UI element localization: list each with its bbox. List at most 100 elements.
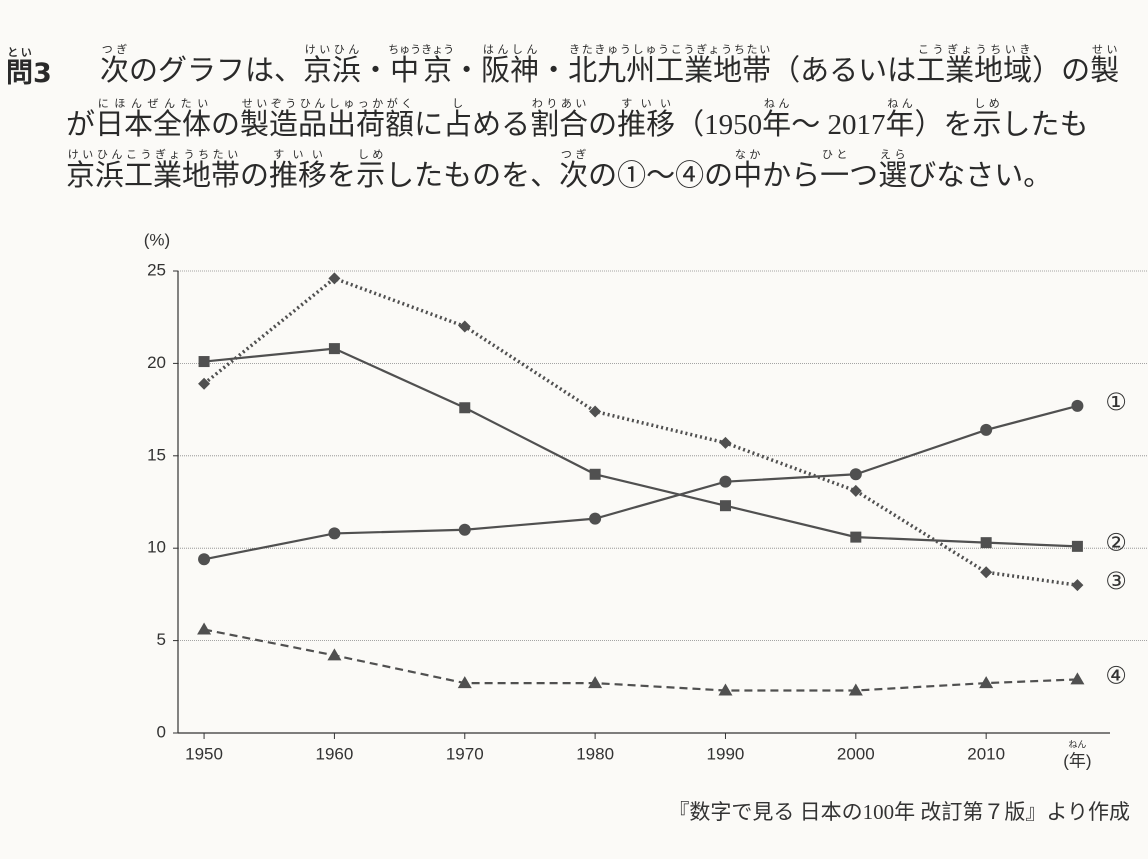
series-line xyxy=(202,276,1078,587)
x-tick-label: 2010 xyxy=(967,744,1005,763)
ruby-segment: 推移すいい xyxy=(269,149,327,192)
furigana: ちゅうきょう xyxy=(388,44,455,56)
text-segment: の①～④の xyxy=(588,160,734,192)
x-tick-label: 2000 xyxy=(837,744,875,763)
ruby-segment: 工業地域こうぎょうちいき xyxy=(916,44,1032,87)
x-tick-label: 1970 xyxy=(446,744,484,763)
ruby-segment: 製せい xyxy=(1090,44,1119,87)
ruby-segment: 選えら xyxy=(878,149,908,192)
point xyxy=(719,475,732,488)
furigana: けいひんこうぎょうちたい xyxy=(66,149,240,161)
point xyxy=(849,468,862,481)
x-unit-furigana: ねん xyxy=(1068,739,1086,749)
question-number: 問とい3 xyxy=(6,46,52,90)
point xyxy=(198,356,210,368)
ruby-base: 中 xyxy=(733,160,763,192)
ruby-segment: 阪神はんしん xyxy=(481,44,539,87)
furigana: けいひん xyxy=(303,44,362,56)
x-tick-label: 1980 xyxy=(576,744,614,763)
text-segment: （あるいは xyxy=(771,55,917,87)
point xyxy=(198,553,211,566)
ruby-segment: 中なか xyxy=(733,149,763,192)
x-tick-label: 1990 xyxy=(707,744,745,763)
text-segment: したものを、 xyxy=(385,160,560,192)
y-unit: (%) xyxy=(144,230,170,249)
series-line xyxy=(203,628,1078,692)
question-line: 京浜工業地帯けいひんこうぎょうちたいの推移すいいを示しめしたものを、次つぎの①～… xyxy=(66,149,1052,191)
furigana: ひと xyxy=(820,149,850,161)
furigana: こうぎょうちいき xyxy=(916,44,1033,56)
furigana: し xyxy=(443,98,473,110)
ruby-base: 示 xyxy=(972,109,1002,141)
furigana: にほんぜんたい xyxy=(95,98,212,110)
text-segment: （1950 xyxy=(675,109,763,141)
text-segment: から xyxy=(762,160,821,192)
point xyxy=(198,377,211,390)
text-segment: ）の xyxy=(1032,55,1091,87)
text-segment: の xyxy=(588,109,618,141)
furigana: しめ xyxy=(356,149,386,161)
ruby-segment: 次つぎ xyxy=(559,149,588,192)
point xyxy=(849,484,862,497)
furigana: つぎ xyxy=(100,44,130,56)
point xyxy=(328,343,340,355)
text-segment: びなさい。 xyxy=(907,160,1053,192)
series-line xyxy=(203,404,1078,561)
text-segment: を xyxy=(327,160,357,192)
ruby-base: 示 xyxy=(356,160,386,192)
y-tick-label: 20 xyxy=(147,353,166,372)
text-segment: つ xyxy=(849,160,879,192)
series-line xyxy=(203,347,1078,548)
ruby-segment: 示しめ xyxy=(356,149,386,192)
furigana: ねん xyxy=(885,98,915,110)
point xyxy=(979,676,994,689)
point xyxy=(588,676,603,689)
question-line: 次つぎのグラフは、京浜けいひん・中京ちゅうきょう・阪神はんしん・北九州工業地帯き… xyxy=(100,44,1119,86)
point xyxy=(980,537,992,549)
ruby-segment: 中京ちゅうきょう xyxy=(388,44,455,87)
point xyxy=(719,436,732,449)
ruby-segment: 推移すいい xyxy=(617,98,676,141)
ruby-segment: 次つぎ xyxy=(100,44,129,87)
text-segment: のグラフは、 xyxy=(129,55,304,87)
x-tick-label: 1950 xyxy=(185,744,223,763)
point xyxy=(197,622,212,635)
text-segment: 3 xyxy=(33,58,52,89)
ruby-base: 中京 xyxy=(388,55,455,87)
furigana: とい xyxy=(6,46,33,59)
ruby-segment: 占し xyxy=(443,98,473,141)
furigana: はんしん xyxy=(481,44,540,56)
point xyxy=(589,468,601,480)
y-tick-label: 0 xyxy=(157,722,166,741)
ruby-base: 京浜 xyxy=(303,55,362,87)
furigana: えら xyxy=(878,149,908,161)
text-segment: ・ xyxy=(361,55,391,87)
text-segment: に xyxy=(414,109,444,141)
furigana: しめ xyxy=(972,98,1002,110)
point xyxy=(980,566,993,579)
ruby-base: 製造品出荷額 xyxy=(240,109,415,141)
ruby-base: 北九州工業地帯 xyxy=(568,55,772,87)
ruby-segment: 一ひと xyxy=(820,149,849,192)
point xyxy=(327,648,342,661)
ruby-segment: 京浜工業地帯けいひんこうぎょうちたい xyxy=(66,149,240,192)
ruby-segment: 示しめ xyxy=(972,98,1002,141)
furigana: せいぞうひんしゅっかがく xyxy=(240,98,415,110)
text-segment: ・ xyxy=(539,55,569,87)
furigana: ねん xyxy=(762,98,792,110)
furigana: せい xyxy=(1090,44,1120,56)
ruby-base: 占 xyxy=(443,109,473,141)
ruby-segment: 年ねん xyxy=(885,98,915,141)
ruby-segment: 問とい xyxy=(6,46,33,89)
ruby-base: 年 xyxy=(885,109,915,141)
point xyxy=(718,683,733,696)
furigana: なか xyxy=(733,149,763,161)
chart: (%) 『数字で見る 日本の100年 改訂第７版』より作成 0 5 10 15 20 25… xyxy=(144,230,1148,824)
ruby-base: 選 xyxy=(878,160,908,192)
furigana: すいい xyxy=(617,98,676,110)
furigana: すいい xyxy=(269,149,328,161)
furigana: わりあい xyxy=(530,98,589,110)
y-tick-label: 5 xyxy=(157,630,166,649)
furigana: きたきゅうしゅうこうぎょうちたい xyxy=(568,44,772,56)
ruby-base: 推移 xyxy=(617,109,676,141)
